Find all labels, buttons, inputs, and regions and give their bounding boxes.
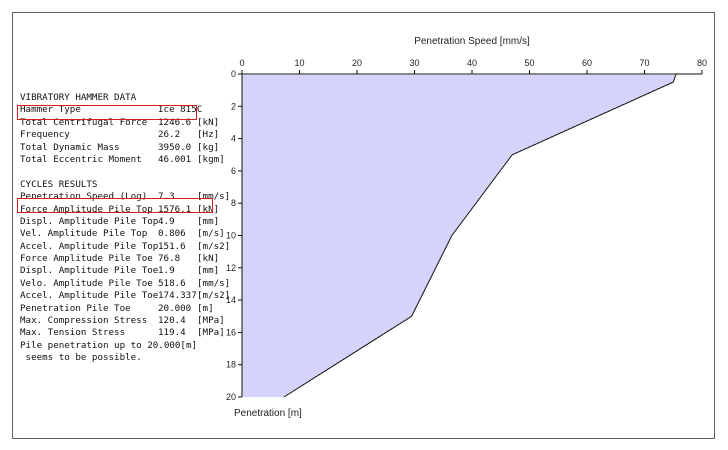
y-tick-label: 0 [231,69,236,79]
cycles-row-unit: [MPa] [197,327,225,339]
hammer-row-unit: [kN] [197,116,220,128]
x-tick-label: 30 [409,58,419,68]
x-tick-label: 80 [697,58,707,68]
cycles-row-value: 1576.1 [158,203,192,215]
cycles-row-value: 20.000 [158,302,192,314]
cycles-row-unit: [m/s] [197,228,225,240]
hammer-row-value: 46.001 [158,153,192,165]
cycles-row-value: 518.6 [158,277,186,289]
y-tick-label: 8 [231,198,236,208]
cycles-row-label: Max. Tension Stress [20,327,126,339]
y-tick-label: 20 [226,392,236,402]
y-tick-label: 14 [226,295,236,305]
cycles-row-label: Vel. Amplitude Pile Top [20,228,148,240]
hammer-row-label: Hammer Type [20,104,81,116]
cycles-row-unit: [m/s2] [197,290,231,302]
cycles-row-label: Accel. Amplitude Pile Toe [20,290,159,302]
cycles-row-value: 119.4 [158,327,186,339]
cycles-row-label: Force Amplitude Pile Top [20,203,153,215]
result-note-line1-text: Pile penetration up to 20.000[m] [20,339,198,351]
cycles-row-unit: [kN] [197,253,220,265]
y-tick-label: 18 [226,360,236,370]
cycles-row-unit: [kN] [197,203,220,215]
cycles-row-label: Displ. Amplitude Pile Top [20,215,159,227]
y-tick-label: 4 [231,134,236,144]
cycles-row-unit: [mm/s] [197,191,231,203]
x-axis-title: Penetration Speed [mm/s] [414,36,530,47]
speed-curve [283,73,677,398]
cycles-section-title-text: CYCLES RESULTS [20,178,98,190]
y-axis-title: Penetration [m] [234,408,302,419]
result-note-line2-text: seems to be possible. [20,352,142,364]
x-tick-label: 20 [352,58,362,68]
hammer-row-value: 26.2 [158,129,181,141]
x-tick-label: 70 [639,58,649,68]
cycles-row-label: Penetration Speed (Log) [20,191,148,203]
hammer-row-label: Total Centrifugal Force [20,116,148,128]
x-tick-label: 50 [524,58,534,68]
cycles-row-label: Accel. Amplitude Pile Top [20,240,159,252]
cycles-row-unit: [MPa] [197,315,225,327]
cycles-row-value: 7.3 [158,191,175,203]
hammer-row-label: Frequency [20,129,70,141]
penetration-speed-highlight [17,198,213,213]
hammer-row-value: Ice 815C [158,104,203,116]
cycles-row-unit: [mm] [197,215,220,227]
cycles-row-value: 76.8 [158,253,181,265]
cycles-row-unit: [mm] [197,265,220,277]
cycles-row-label: Displ. Amplitude Pile Toe [20,265,159,277]
y-tick-label: 16 [226,327,236,337]
hammer-row-unit: [kgm] [197,153,225,165]
y-tick-label: 6 [231,166,236,176]
cycles-row-value: 174.337 [158,290,197,302]
x-tick-label: 10 [294,58,304,68]
hammer-row-unit: [kg] [197,141,220,153]
cycles-row-value: 1.9 [158,265,175,277]
hammer-row-unit: [Hz] [197,129,220,141]
hammer-row-value: 3950.0 [158,141,192,153]
cycles-row-label: Max. Compression Stress [20,315,148,327]
y-tick-label: 12 [226,263,236,273]
cycles-row-value: 120.4 [158,315,186,327]
chart-frame [12,12,715,439]
cycles-row-unit: [m/s2] [197,240,231,252]
hammer-type-highlight [17,105,197,120]
cycles-row-value: 4.9 [158,215,175,227]
cycles-row-value: 0.806 [158,228,186,240]
cycles-row-label: Penetration Pile Toe [20,302,131,314]
cycles-row-unit: [mm/s] [197,277,231,289]
y-tick-label: 10 [226,231,236,241]
x-tick-label: 40 [467,58,477,68]
area-fill-hatch [242,73,677,397]
x-tick-label: 0 [239,58,244,68]
hammer-row-label: Total Dynamic Mass [20,141,120,153]
cycles-row-label: Velo. Amplitude Pile Toe [20,277,153,289]
cycles-row-unit: [m] [197,302,214,314]
x-tick-label: 60 [582,58,592,68]
hammer-row-label: Total Eccentric Moment [20,153,142,165]
hammer-section-title-text: VIBRATORY HAMMER DATA [20,92,137,103]
hammer-row-value: 1246.6 [158,116,192,128]
cycles-row-label: Force Amplitude Pile Toe [20,253,153,265]
y-tick-label: 2 [231,101,236,111]
cycles-row-value: 151.6 [158,240,186,252]
